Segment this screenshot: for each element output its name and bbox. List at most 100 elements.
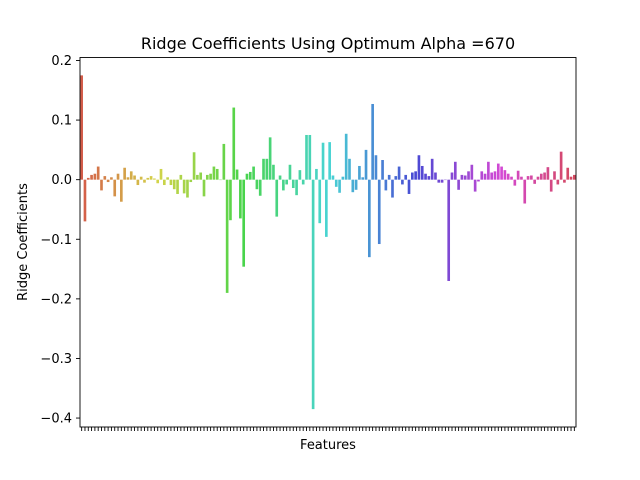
bar xyxy=(103,176,107,180)
bar xyxy=(417,155,421,180)
bar xyxy=(397,166,401,180)
bar xyxy=(205,174,209,180)
bar xyxy=(212,166,216,180)
bar xyxy=(460,174,464,180)
bar xyxy=(503,170,507,180)
bar xyxy=(120,179,123,202)
bar xyxy=(483,173,487,180)
y-tick-label: 0.0 xyxy=(51,173,72,188)
bar xyxy=(209,173,212,180)
bar xyxy=(463,175,467,180)
bar xyxy=(113,179,117,197)
x-axis-ticks xyxy=(81,427,575,431)
bar xyxy=(523,179,527,204)
chart-title: Ridge Coefficients Using Optimum Alpha =… xyxy=(141,34,515,53)
bar xyxy=(341,176,345,180)
bar xyxy=(282,179,285,191)
y-tick-label: −0.3 xyxy=(40,352,72,367)
bar xyxy=(427,176,431,180)
bar xyxy=(143,179,146,183)
bar xyxy=(394,176,398,180)
bar xyxy=(182,179,186,194)
bar xyxy=(305,134,308,180)
bar xyxy=(473,179,477,192)
bar xyxy=(268,137,272,180)
bar xyxy=(189,179,193,183)
bar xyxy=(530,175,533,180)
bar xyxy=(258,179,262,196)
bar xyxy=(490,172,494,180)
bar xyxy=(358,165,361,180)
bar xyxy=(235,169,239,180)
bar xyxy=(404,174,408,180)
bar xyxy=(543,172,546,180)
bar xyxy=(133,175,136,180)
bar xyxy=(262,158,265,180)
bar xyxy=(110,177,113,180)
bar xyxy=(407,179,411,194)
bar xyxy=(334,179,338,187)
bar xyxy=(450,172,454,180)
bar xyxy=(368,179,371,258)
bar xyxy=(83,179,87,222)
bar xyxy=(470,164,474,180)
bar xyxy=(166,177,169,180)
bar xyxy=(536,176,540,180)
bar xyxy=(123,167,126,180)
bar xyxy=(546,167,550,180)
bar xyxy=(391,179,394,198)
bar xyxy=(338,179,341,193)
bar xyxy=(139,176,143,180)
bar xyxy=(377,179,381,245)
bar xyxy=(93,173,97,180)
bar xyxy=(371,103,374,180)
bar xyxy=(331,175,335,180)
bar xyxy=(311,179,315,410)
bar xyxy=(457,179,460,190)
bar xyxy=(172,179,176,190)
bar xyxy=(255,179,259,190)
bar xyxy=(252,166,255,180)
bar xyxy=(199,172,203,180)
bar xyxy=(136,179,140,186)
bar xyxy=(506,173,510,180)
y-tick-label: −0.2 xyxy=(40,292,72,307)
bar xyxy=(179,174,183,180)
bar xyxy=(411,172,414,180)
y-axis-ticks: 0.2 0.1 0.0 −0.1 −0.2 −0.3 −0.4 xyxy=(40,54,80,427)
bar xyxy=(196,174,199,180)
y-tick-label: 0.1 xyxy=(51,114,72,129)
y-tick-label: 0.2 xyxy=(51,54,72,69)
bar xyxy=(308,134,312,180)
bar xyxy=(493,171,497,180)
bar xyxy=(215,168,219,180)
bar xyxy=(510,176,513,180)
bar xyxy=(222,143,226,180)
bar xyxy=(321,142,325,180)
bar xyxy=(374,155,378,180)
bar xyxy=(239,179,242,219)
bar xyxy=(248,171,252,180)
bar xyxy=(453,161,457,180)
bar xyxy=(86,177,90,180)
bar xyxy=(126,177,130,180)
bar xyxy=(516,170,520,180)
bar xyxy=(424,173,427,180)
bar xyxy=(420,165,424,180)
bar xyxy=(556,179,560,185)
bar xyxy=(361,177,365,180)
bar xyxy=(513,179,517,186)
bar xyxy=(291,179,295,189)
bar xyxy=(232,107,236,180)
x-axis-label: Features xyxy=(300,438,356,453)
bar xyxy=(487,161,490,180)
bar xyxy=(242,179,246,267)
bar xyxy=(348,158,351,180)
bar xyxy=(245,173,249,180)
bar xyxy=(351,179,355,193)
bar xyxy=(298,170,302,180)
bar xyxy=(434,172,437,180)
bar xyxy=(272,164,275,180)
bar xyxy=(156,179,160,184)
